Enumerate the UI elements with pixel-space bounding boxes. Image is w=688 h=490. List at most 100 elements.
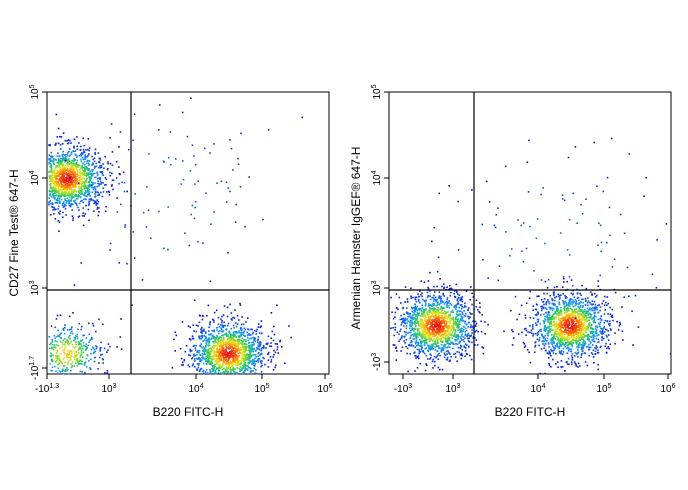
event-dot xyxy=(84,169,86,172)
event-dot xyxy=(70,188,73,191)
event-dot xyxy=(428,313,430,316)
event-dot xyxy=(91,174,93,177)
event-dot xyxy=(73,184,75,186)
event-dot xyxy=(423,334,425,337)
event-dot xyxy=(235,343,237,346)
event-dot xyxy=(96,346,98,348)
event-dot xyxy=(90,358,92,361)
event-dot xyxy=(56,170,59,173)
event-dot xyxy=(62,150,65,153)
event-dot xyxy=(437,354,439,356)
event-dot xyxy=(62,158,64,161)
event-dot xyxy=(61,143,64,145)
event-dot xyxy=(66,164,69,166)
event-dot xyxy=(64,157,67,160)
event-dot xyxy=(441,300,443,302)
event-dot xyxy=(226,362,228,364)
event-dot xyxy=(229,347,231,349)
event-dot xyxy=(55,357,57,359)
event-dot xyxy=(70,358,72,361)
event-dot xyxy=(430,316,432,318)
event-dot xyxy=(59,169,61,172)
event-dot xyxy=(66,162,68,165)
event-dot xyxy=(55,199,58,201)
event-dot xyxy=(432,358,434,361)
event-dot xyxy=(421,328,423,331)
event-dot xyxy=(231,356,234,359)
event-dot xyxy=(260,361,262,363)
event-dot xyxy=(70,168,72,170)
event-dot xyxy=(254,357,256,360)
event-dot xyxy=(406,301,409,303)
event-dot xyxy=(68,191,70,194)
event-dot xyxy=(183,358,186,361)
event-dot xyxy=(213,330,216,333)
event-dot xyxy=(426,342,428,345)
event-dot xyxy=(451,337,454,339)
event-dot xyxy=(213,311,216,314)
event-dot xyxy=(427,335,430,338)
event-dot xyxy=(446,297,449,299)
event-dot xyxy=(211,336,214,338)
event-dot xyxy=(91,181,93,183)
event-dot xyxy=(435,300,438,303)
event-dot xyxy=(56,357,58,359)
event-dot xyxy=(216,334,218,337)
event-dot xyxy=(70,354,72,357)
event-dot xyxy=(431,330,434,333)
event-dot xyxy=(545,327,548,329)
event-dot xyxy=(558,294,561,297)
event-dot xyxy=(72,196,75,199)
event-dot xyxy=(148,153,150,155)
event-dot xyxy=(52,177,54,179)
event-dot xyxy=(418,312,421,315)
event-dot xyxy=(267,366,270,368)
event-dot xyxy=(461,352,463,355)
event-dot xyxy=(213,344,215,347)
event-dot xyxy=(441,333,443,335)
event-dot xyxy=(225,343,227,346)
event-dot xyxy=(91,169,93,171)
event-dot xyxy=(69,167,71,170)
event-dot xyxy=(564,294,566,297)
event-dot xyxy=(182,178,185,181)
tick-label: -101.7 xyxy=(29,356,41,380)
event-dot xyxy=(445,316,448,319)
event-dot xyxy=(464,330,466,333)
event-dot xyxy=(224,371,226,374)
event-dot xyxy=(212,337,215,340)
event-dot xyxy=(80,178,83,180)
event-dot xyxy=(189,354,192,357)
event-dot xyxy=(243,370,245,373)
event-dot xyxy=(461,311,464,314)
event-dot xyxy=(102,191,105,193)
event-dot xyxy=(99,157,101,160)
event-dot xyxy=(232,363,235,366)
event-dot xyxy=(48,180,51,183)
event-dot xyxy=(403,340,405,342)
event-dot xyxy=(449,294,452,297)
event-dot xyxy=(208,348,211,350)
event-dot xyxy=(48,190,51,193)
event-dot xyxy=(56,169,59,171)
event-dot xyxy=(550,328,552,331)
event-dot xyxy=(538,295,540,297)
event-dot xyxy=(64,198,66,200)
event-dot xyxy=(51,205,53,208)
event-dot xyxy=(230,345,232,347)
event-dot xyxy=(66,154,69,157)
event-dot xyxy=(95,347,98,350)
event-dot xyxy=(76,136,78,138)
event-dot xyxy=(434,291,436,293)
event-dot xyxy=(247,366,250,368)
event-dot xyxy=(103,167,105,170)
event-dot xyxy=(89,178,91,180)
event-dot xyxy=(68,204,71,207)
event-dot xyxy=(63,175,65,177)
event-dot xyxy=(188,354,190,356)
event-dot xyxy=(236,323,239,325)
event-dot xyxy=(199,358,201,360)
event-dot xyxy=(73,176,75,178)
event-dot xyxy=(231,366,234,369)
event-dot xyxy=(68,372,70,375)
